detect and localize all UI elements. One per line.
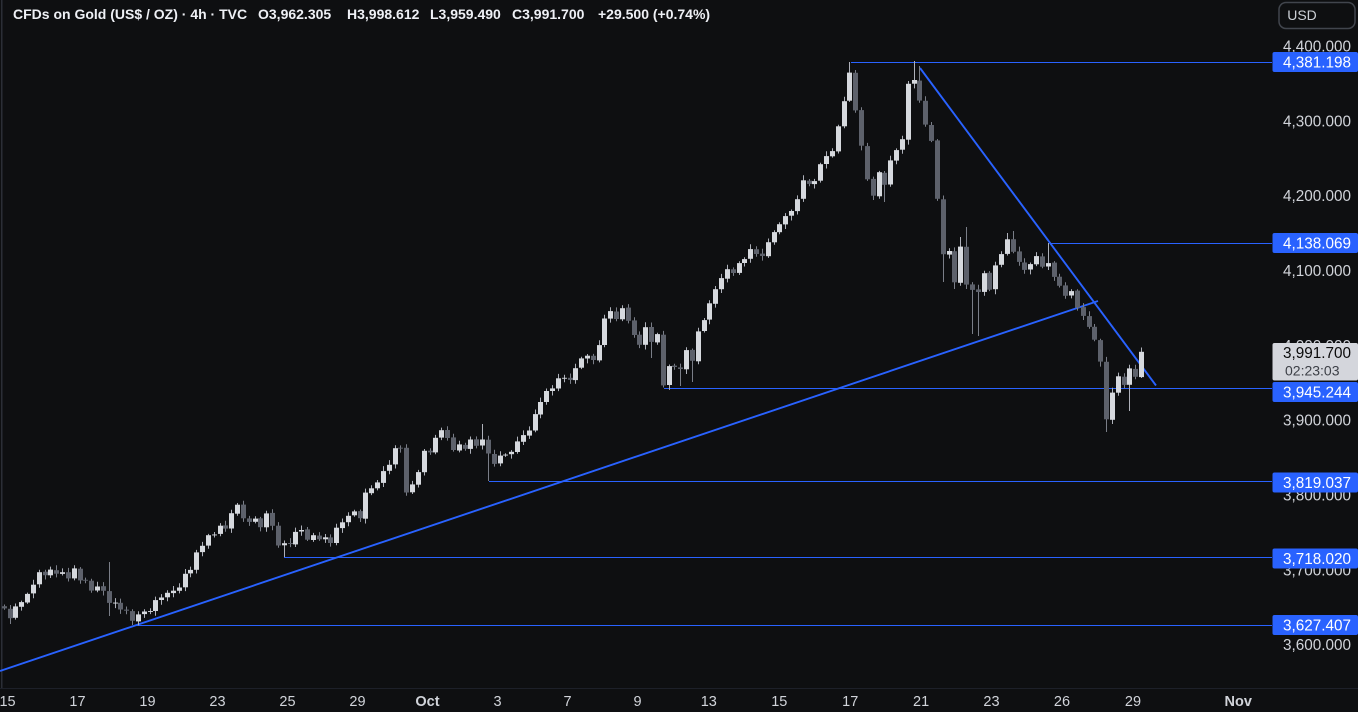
- svg-text:3,819.037: 3,819.037: [1283, 475, 1351, 492]
- svg-text:3: 3: [493, 694, 501, 710]
- svg-text:CFDs on Gold (US$ / OZ) · 4h ·: CFDs on Gold (US$ / OZ) · 4h · TVC: [13, 6, 247, 22]
- svg-text:+29.500 (+0.74%): +29.500 (+0.74%): [598, 6, 710, 22]
- svg-text:15: 15: [771, 694, 787, 710]
- svg-text:4,381.198: 4,381.198: [1283, 55, 1351, 72]
- svg-text:3,627.407: 3,627.407: [1283, 618, 1351, 635]
- svg-text:23: 23: [209, 694, 225, 710]
- svg-text:26: 26: [1054, 694, 1070, 710]
- svg-text:17: 17: [69, 694, 85, 710]
- svg-text:4,400.000: 4,400.000: [1283, 39, 1351, 56]
- svg-text:21: 21: [913, 694, 929, 710]
- svg-text:4,300.000: 4,300.000: [1283, 113, 1351, 130]
- svg-text:15: 15: [0, 694, 16, 710]
- svg-text:17: 17: [842, 694, 858, 710]
- svg-text:H3,998.612: H3,998.612: [347, 6, 420, 22]
- svg-text:3,600.000: 3,600.000: [1283, 637, 1351, 654]
- svg-text:25: 25: [279, 694, 295, 710]
- svg-text:23: 23: [983, 694, 999, 710]
- svg-text:C3,991.700: C3,991.700: [512, 6, 585, 22]
- svg-text:3,945.244: 3,945.244: [1283, 385, 1352, 402]
- svg-text:Oct: Oct: [415, 694, 439, 710]
- svg-text:3,718.020: 3,718.020: [1283, 551, 1351, 568]
- svg-text:3,991.700: 3,991.700: [1283, 345, 1351, 362]
- svg-text:4,138.069: 4,138.069: [1283, 236, 1351, 253]
- svg-text:7: 7: [563, 694, 571, 710]
- svg-text:29: 29: [349, 694, 365, 710]
- svg-text:02:23:03: 02:23:03: [1285, 363, 1340, 379]
- svg-text:O3,962.305: O3,962.305: [258, 6, 331, 22]
- svg-text:USD: USD: [1287, 7, 1317, 23]
- svg-text:29: 29: [1125, 694, 1141, 710]
- svg-text:19: 19: [139, 694, 155, 710]
- svg-text:13: 13: [701, 694, 717, 710]
- svg-text:9: 9: [633, 694, 641, 710]
- svg-text:4,200.000: 4,200.000: [1283, 188, 1351, 205]
- svg-text:3,900.000: 3,900.000: [1283, 413, 1351, 430]
- svg-text:L3,959.490: L3,959.490: [430, 6, 501, 22]
- svg-text:4,100.000: 4,100.000: [1283, 263, 1351, 280]
- svg-text:Nov: Nov: [1224, 694, 1251, 710]
